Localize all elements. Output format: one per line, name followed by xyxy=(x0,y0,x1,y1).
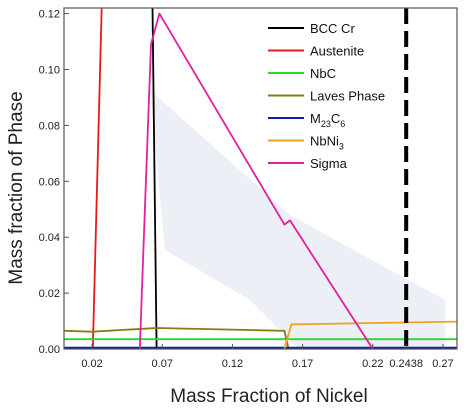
x-tick-label: 0.17 xyxy=(292,358,313,370)
series-line-bcc-cr xyxy=(151,8,158,349)
y-tick-label: 0.08 xyxy=(39,120,60,132)
legend-label-m23c6: M23C6 xyxy=(310,111,345,129)
x-axis-label: Mass Fraction of Nickel xyxy=(170,386,367,407)
legend-label-austenite: Austenite xyxy=(310,44,364,59)
series-line-laves-phase xyxy=(64,327,290,349)
series-line-austenite xyxy=(91,8,103,349)
x-tick-label: 0.07 xyxy=(152,358,173,370)
x-tick-label: 0.12 xyxy=(222,358,243,370)
y-tick-label: 0.02 xyxy=(39,288,60,300)
x-tick-label: 0.02 xyxy=(81,358,102,370)
x-tick-label: 0.2438 xyxy=(389,358,423,370)
x-tick-label: 0.22 xyxy=(362,358,383,370)
legend-label-bcc-cr: BCC Cr xyxy=(310,21,355,36)
legend-label-nbni3: NbNi3 xyxy=(310,134,344,152)
legend-label-sigma: Sigma xyxy=(310,156,348,171)
y-tick-label: 0.10 xyxy=(39,64,60,76)
series-line-sigma xyxy=(138,12,374,349)
x-tick-label: 0.27 xyxy=(432,358,453,370)
series-line-nbni3 xyxy=(283,320,457,349)
legend-label-laves-phase: Laves Phase xyxy=(310,89,385,104)
y-axis-label: Mass fraction of Phase xyxy=(6,91,27,284)
plot-frame xyxy=(63,7,458,350)
y-tick-label: 0.04 xyxy=(39,232,60,244)
y-tick-label: 0.06 xyxy=(39,176,60,188)
y-tick-label: 0.12 xyxy=(39,9,60,21)
watermark-shape xyxy=(150,90,445,350)
y-tick-label: 0.00 xyxy=(39,344,60,356)
legend-label-nbc: NbC xyxy=(310,66,336,81)
